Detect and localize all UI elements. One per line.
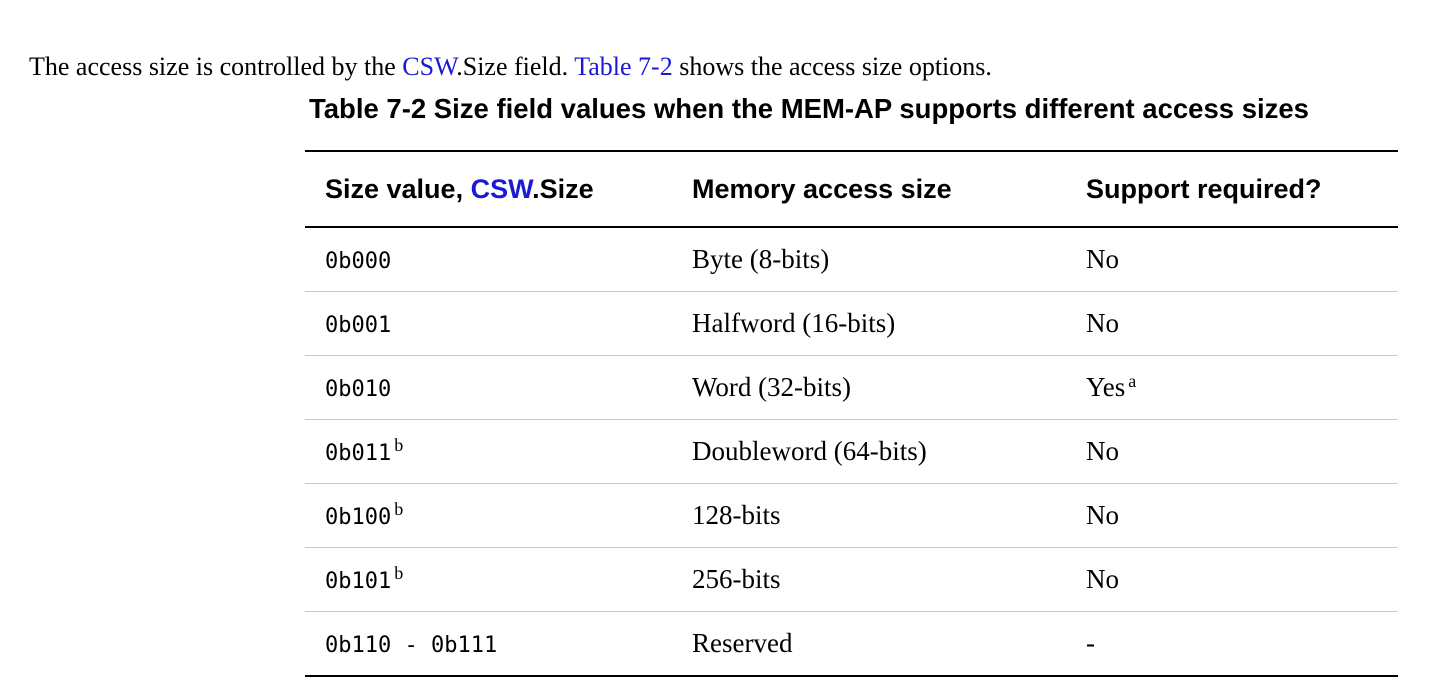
table-caption: Table 7-2 Size field values when the MEM… bbox=[309, 93, 1309, 124]
intro-paragraph: The access size is controlled by the CSW… bbox=[29, 50, 992, 84]
support-required-cell: - bbox=[1070, 612, 1398, 677]
size-value-footnote-mark: b bbox=[394, 563, 404, 583]
intro-text-middle: .Size field. bbox=[456, 52, 575, 81]
memory-access-size-cell: Doubleword (64-bits) bbox=[673, 419, 1070, 484]
table-header-row: Size value, CSW.Size Memory access size … bbox=[305, 151, 1398, 228]
size-field-table: Size value, CSW.Size Memory access size … bbox=[305, 150, 1398, 677]
size-value-code: 0b001 bbox=[325, 313, 392, 338]
csw-register-link[interactable]: CSW bbox=[402, 52, 457, 81]
memory-access-size-cell: 256-bits bbox=[673, 547, 1070, 612]
size-value-cell: 0b110 - 0b111 bbox=[305, 612, 673, 677]
support-footnote-mark: a bbox=[1128, 371, 1137, 391]
size-value-cell: 0b010 bbox=[305, 355, 673, 420]
support-value: No bbox=[1086, 564, 1119, 594]
support-value: No bbox=[1086, 308, 1119, 338]
support-required-cell: No bbox=[1070, 227, 1398, 292]
support-value: Yes bbox=[1086, 372, 1126, 402]
support-required-cell: Yes a bbox=[1070, 355, 1398, 420]
table-row: 0b101 b 256-bits No bbox=[305, 547, 1398, 612]
size-value-code: 0b000 bbox=[325, 249, 392, 274]
size-value-code: 0b101 bbox=[325, 569, 392, 594]
support-required-cell: No bbox=[1070, 483, 1398, 548]
memory-access-size-cell: 128-bits bbox=[673, 483, 1070, 548]
support-required-cell: No bbox=[1070, 419, 1398, 484]
table-row: 0b011 b Doubleword (64-bits) No bbox=[305, 419, 1398, 484]
table-row: 0b010 Word (32-bits) Yes a bbox=[305, 355, 1398, 420]
support-required-cell: No bbox=[1070, 547, 1398, 612]
header-csw-link[interactable]: CSW bbox=[470, 173, 533, 204]
size-value-code: 0b010 bbox=[325, 377, 392, 402]
table-row: 0b000 Byte (8-bits) No bbox=[305, 227, 1398, 292]
size-value-cell: 0b011 b bbox=[305, 419, 673, 484]
memory-access-size-cell: Word (32-bits) bbox=[673, 355, 1070, 420]
header-support-required: Support required? bbox=[1070, 151, 1398, 228]
size-value-cell: 0b001 bbox=[305, 291, 673, 356]
support-value: No bbox=[1086, 436, 1119, 466]
memory-access-size-cell: Reserved bbox=[692, 628, 793, 658]
size-value-cell: 0b101 b bbox=[305, 547, 673, 612]
intro-text-after: shows the access size options. bbox=[672, 52, 992, 81]
intro-text-before: The access size is controlled by the bbox=[29, 52, 403, 81]
memory-access-size-cell: Halfword (16-bits) bbox=[673, 291, 1070, 356]
header-size-value: Size value, CSW.Size bbox=[305, 151, 673, 228]
size-value-cell: 0b100 b bbox=[305, 483, 673, 548]
support-value: No bbox=[1086, 244, 1119, 274]
size-value-code: 0b011 bbox=[325, 441, 392, 466]
size-value-code: 0b100 bbox=[325, 505, 392, 530]
header-size-suffix: .Size bbox=[532, 173, 594, 204]
table-7-2-link[interactable]: Table 7-2 bbox=[574, 52, 673, 81]
size-value-code: 0b110 - 0b111 bbox=[325, 633, 498, 658]
table-row: 0b100 b 128-bits No bbox=[305, 483, 1398, 548]
memory-access-size-cell: Byte (8-bits) bbox=[673, 227, 1070, 292]
support-value: No bbox=[1086, 500, 1119, 530]
support-value: - bbox=[1086, 628, 1095, 658]
size-value-cell: 0b000 bbox=[305, 227, 673, 292]
header-memory-access-size: Memory access size bbox=[673, 151, 1070, 228]
size-value-footnote-mark: b bbox=[394, 435, 404, 455]
size-value-footnote-mark: b bbox=[394, 499, 404, 519]
support-required-cell: No bbox=[1070, 291, 1398, 356]
table-row: 0b110 - 0b111 Reserved - bbox=[305, 612, 1398, 677]
table-row: 0b001 Halfword (16-bits) No bbox=[305, 291, 1398, 356]
header-size-prefix: Size value, bbox=[325, 173, 471, 204]
